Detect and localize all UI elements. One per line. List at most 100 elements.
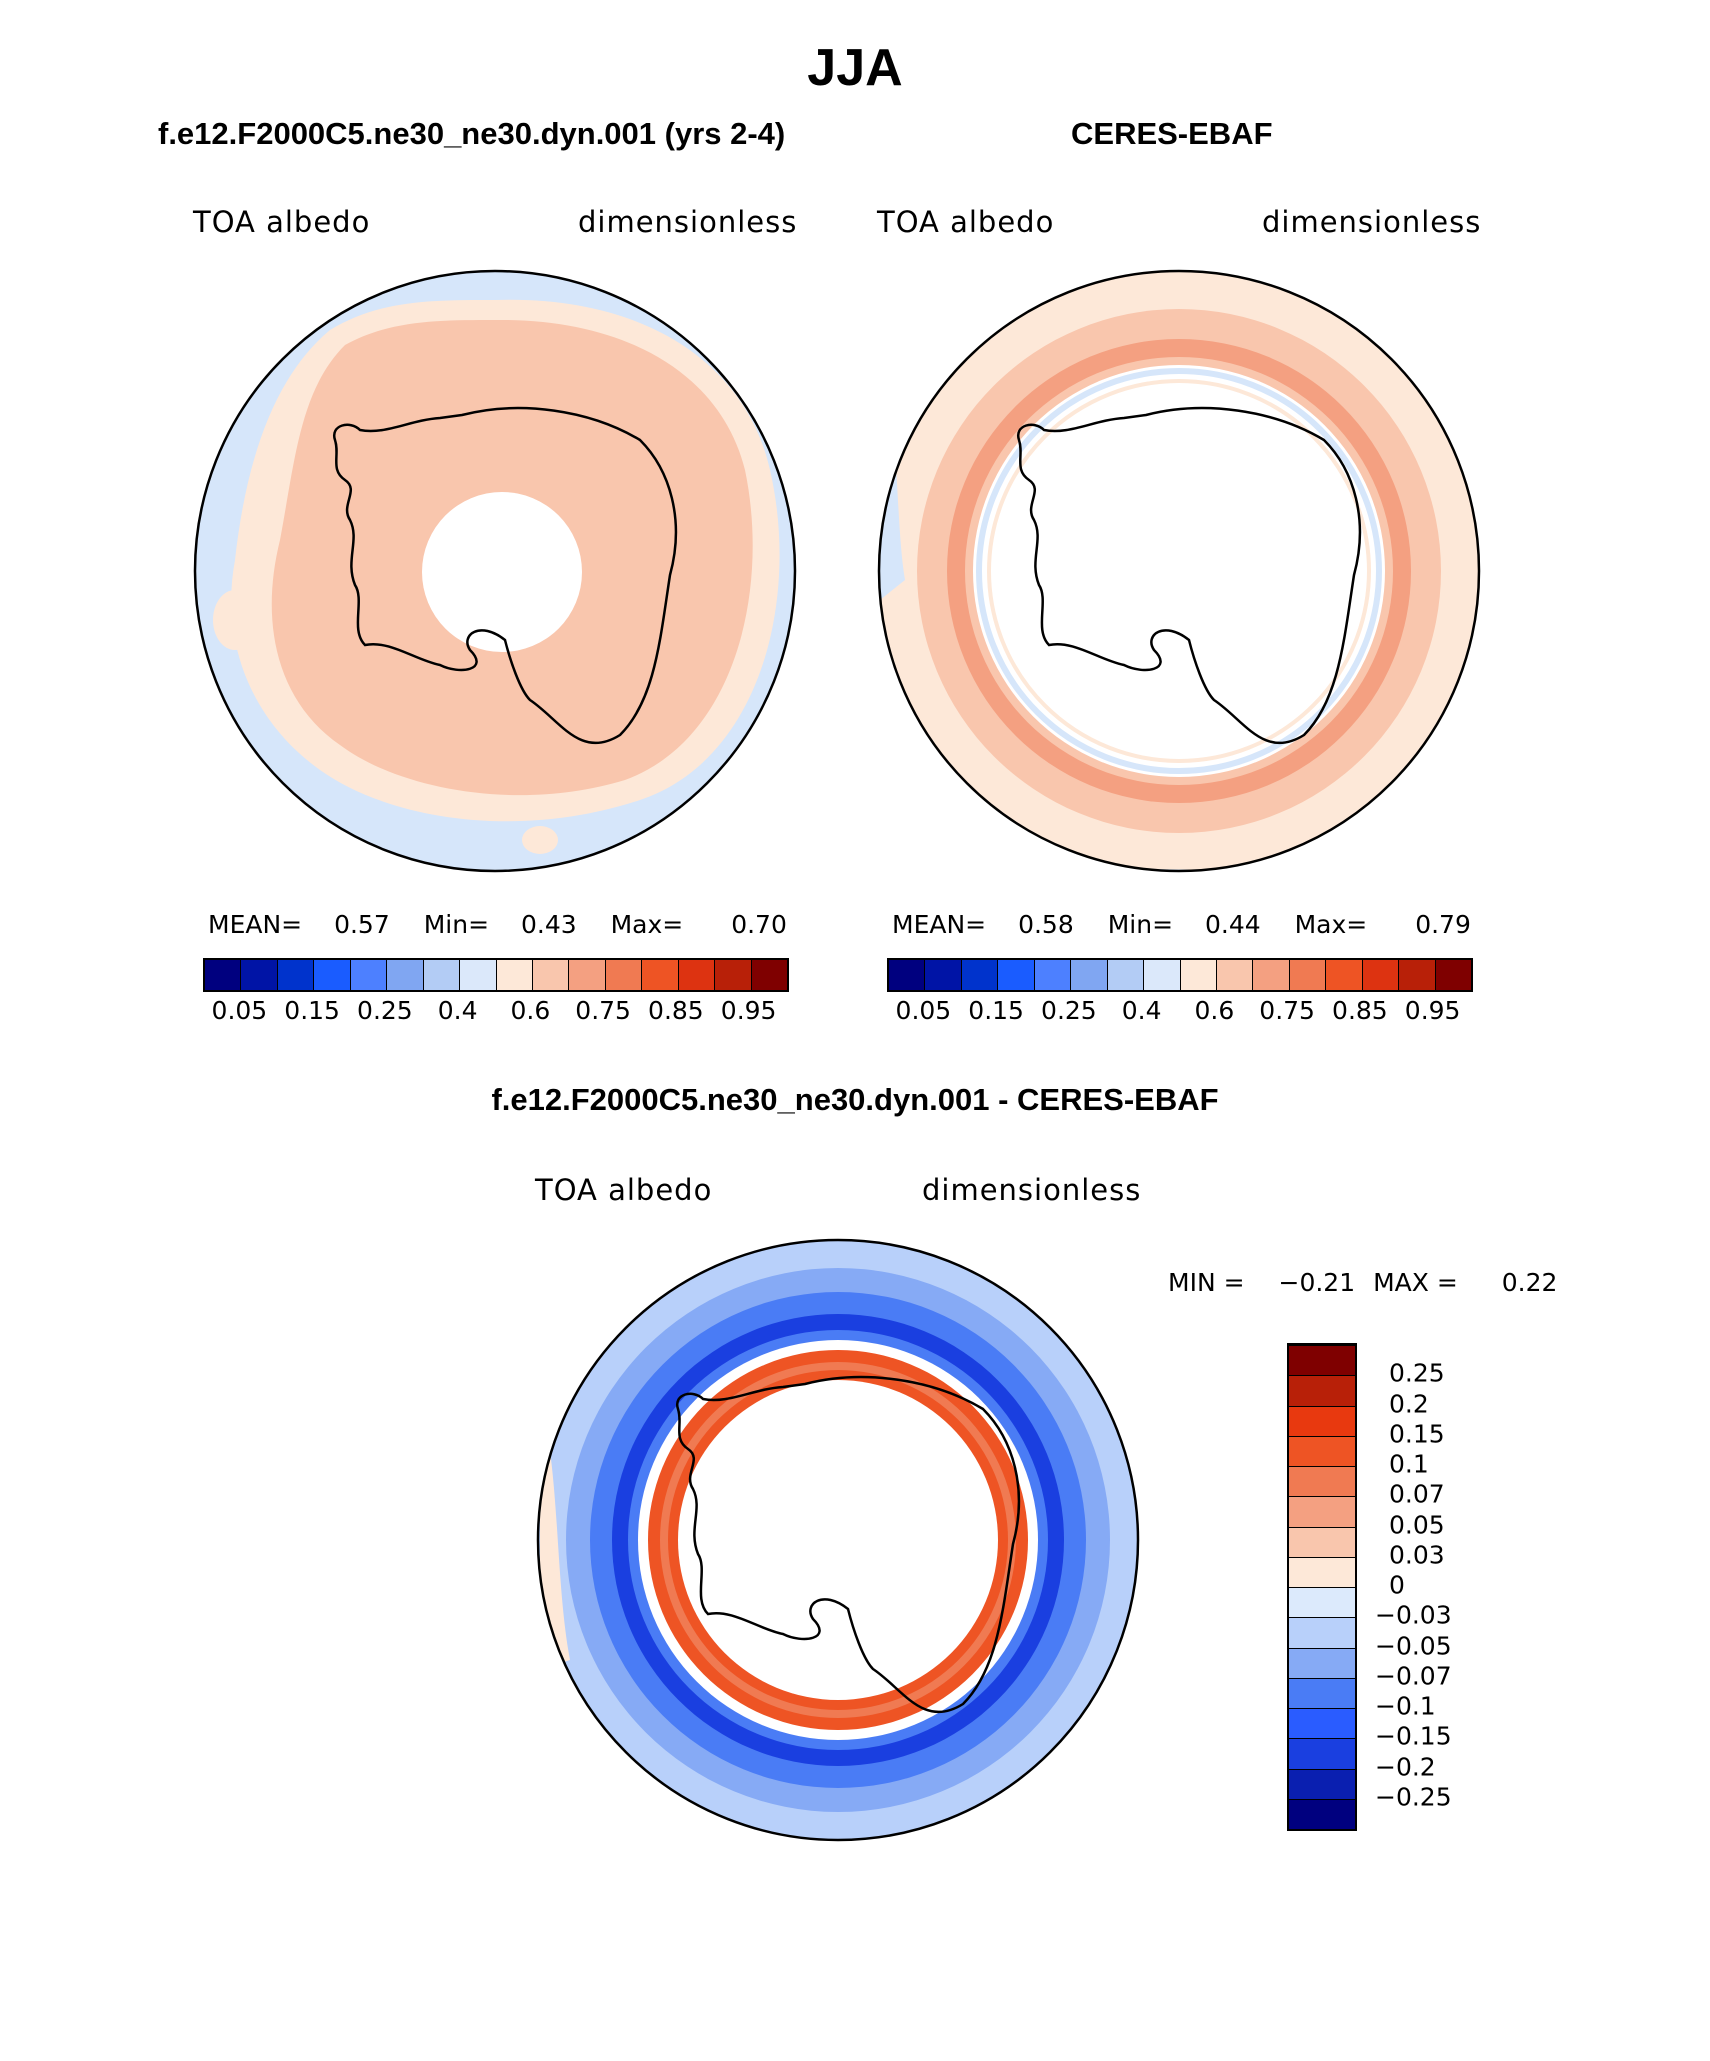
panel2-colorbar-swatch xyxy=(1435,960,1471,990)
panel1-colorbar-tick-label: 0.05 xyxy=(211,996,268,1025)
panel3-colorbar-swatch xyxy=(1289,1466,1355,1497)
panel3-colorbar-swatch xyxy=(1289,1768,1355,1799)
panel3-colorbar-tick-label: −0.25 xyxy=(1375,1782,1452,1812)
panel3-colorbar-tick-label: −0.07 xyxy=(1375,1661,1452,1691)
panel2-variable-label: TOA albedo xyxy=(877,205,1055,239)
panel1-colorbar-swatch xyxy=(205,960,242,990)
panel3-colorbar-swatch xyxy=(1289,1556,1355,1587)
panel2-colorbar-tick-label: 0.15 xyxy=(968,996,1024,1025)
panel2-stats: MEAN= 0.58 Min= 0.44 Max= 0.79 xyxy=(892,910,1471,939)
panel1-min-label: Min= xyxy=(423,910,490,939)
panel2-max-label: Max= xyxy=(1294,910,1368,939)
panel3-colorbar-tick-label: −0.03 xyxy=(1375,1600,1452,1630)
panel1-mean-label: MEAN= xyxy=(208,910,303,939)
panel3-colorbar-swatch xyxy=(1289,1375,1355,1406)
panel2-colorbar-tick-label: 0.6 xyxy=(1194,996,1235,1025)
panel1-colorbar-tick-label: 0.85 xyxy=(648,996,704,1025)
panel3-colorbar-tick-label: 0.2 xyxy=(1389,1389,1429,1418)
panel2-colorbar-tick-label: 0.25 xyxy=(1041,996,1097,1025)
page-title: JJA xyxy=(807,39,903,97)
panel3-colorbar-swatch xyxy=(1289,1738,1355,1769)
panel3-colorbar-swatch xyxy=(1289,1526,1355,1557)
panel1-antarctica-coastline xyxy=(332,406,678,745)
panel2-colorbar-tick-label: 0.85 xyxy=(1332,996,1388,1025)
panel3-colorbar-swatch xyxy=(1289,1435,1355,1466)
panel2-colorbar-swatch xyxy=(1107,960,1145,990)
panel3-colorbar-swatch xyxy=(1289,1587,1355,1618)
panel3-colorbar-swatch xyxy=(1289,1647,1355,1678)
panel1-colorbar-swatch xyxy=(605,960,643,990)
panel3-colorbar-swatch xyxy=(1289,1617,1355,1648)
panel1-colorbar-swatch xyxy=(460,960,497,990)
panel2-colorbar-swatch xyxy=(1326,960,1363,990)
panel3-colorbar-tick-label: 0.25 xyxy=(1389,1358,1445,1388)
panel2-colorbar-swatch xyxy=(1034,960,1072,990)
panel2-colorbar-tick-label: 0.75 xyxy=(1259,996,1315,1025)
panel2-min-label: Min= xyxy=(1107,910,1174,939)
panel3-colorbar-tick-label: −0.1 xyxy=(1375,1691,1436,1721)
panel1-colorbar-swatch xyxy=(350,960,388,990)
panel3-colorbar-tick-label: 0.1 xyxy=(1389,1449,1429,1479)
panel2-colorbar-tick-label: 0.05 xyxy=(895,996,952,1025)
panel1-colorbar-swatch xyxy=(642,960,679,990)
panel1-colorbar-swatch xyxy=(387,960,424,990)
panel1-mean-value: 0.57 xyxy=(334,910,390,939)
panel1-colorbar-swatch xyxy=(423,960,461,990)
panel3-max-label: MAX = xyxy=(1373,1268,1458,1297)
panel1-colorbar-swatch xyxy=(496,960,533,990)
panel1-min-value: 0.43 xyxy=(520,910,577,939)
panel3-subtitle: f.e12.F2000C5.ne30_ne30.dyn.001 - CERES-… xyxy=(491,1082,1219,1117)
panel3-colorbar-tick-label: −0.05 xyxy=(1375,1631,1452,1660)
panel1-max-label: Max= xyxy=(610,910,684,939)
panel2-mean-label: MEAN= xyxy=(892,910,987,939)
panel2-map-border xyxy=(877,269,1481,873)
panel2-colorbar-swatch xyxy=(1071,960,1108,990)
panel2-units-label: dimensionless xyxy=(1262,205,1482,239)
panel3-colorbar-swatch xyxy=(1289,1677,1355,1708)
panel3-colorbar-tick-label: 0.15 xyxy=(1389,1419,1445,1449)
panel1-colorbar-swatch xyxy=(314,960,351,990)
panel1-stats: MEAN= 0.57 Min= 0.43 Max= 0.70 xyxy=(208,910,787,939)
panel3-colorbar-swatch xyxy=(1289,1405,1355,1436)
panel3-colorbar-tick-label: −0.15 xyxy=(1375,1721,1452,1751)
panel2-colorbar-swatch xyxy=(1180,960,1217,990)
panel2-colorbar-tick-label: 0.4 xyxy=(1121,996,1162,1025)
panel3-colorbar-tick-label: 0.03 xyxy=(1389,1540,1445,1570)
panel1-colorbar-tick-label: 0.4 xyxy=(437,996,478,1025)
panel3-colorbar-tick-label: 0.07 xyxy=(1389,1479,1445,1509)
panel2-colorbar-swatch xyxy=(1362,960,1400,990)
panel3-colorbar-swatch xyxy=(1289,1708,1355,1739)
panel2-colorbar-swatch xyxy=(1216,960,1254,990)
panel1-colorbar-tick-label: 0.95 xyxy=(720,996,777,1025)
panel3-min-value: −0.21 xyxy=(1278,1268,1356,1297)
panel2-subtitle: CERES-EBAF xyxy=(1071,116,1273,151)
panel1-subtitle: f.e12.F2000C5.ne30_ne30.dyn.001 (yrs 2-4… xyxy=(158,116,786,151)
panel3-colorbar-swatch xyxy=(1289,1496,1355,1527)
panel3-map-border xyxy=(536,1238,1140,1842)
panel2-colorbar-swatch xyxy=(961,960,999,990)
panel1-variable-label: TOA albedo xyxy=(193,205,371,239)
panel3-units-label: dimensionless xyxy=(922,1173,1142,1207)
panel2-mean-value: 0.58 xyxy=(1018,910,1074,939)
panel1-colorbar-swatch xyxy=(532,960,570,990)
panel1-colorbar-swatch xyxy=(569,960,606,990)
panel1-colorbar-tick-label: 0.15 xyxy=(284,996,340,1025)
panel2-colorbar xyxy=(887,958,1473,992)
panel1-colorbar-swatch xyxy=(715,960,752,990)
panel1-units-label: dimensionless xyxy=(578,205,798,239)
panel2-max-value: 0.79 xyxy=(1415,910,1471,939)
panel1-colorbar-tick-label: 0.25 xyxy=(357,996,413,1025)
panel3-colorbar-swatch xyxy=(1289,1798,1355,1829)
panel3-colorbar-tick-label: 0 xyxy=(1389,1570,1405,1600)
panel3-colorbar-tick-label: −0.2 xyxy=(1375,1752,1436,1781)
panel3-max-value: 0.22 xyxy=(1501,1268,1558,1297)
panel3-colorbar xyxy=(1287,1343,1357,1831)
panel2-colorbar-swatch xyxy=(1253,960,1290,990)
panel1-colorbar xyxy=(203,958,789,992)
panel3-colorbar-swatch xyxy=(1289,1345,1355,1376)
panel3-colorbar-tick-label: 0.05 xyxy=(1389,1510,1445,1539)
panel1-max-value: 0.70 xyxy=(731,910,787,939)
